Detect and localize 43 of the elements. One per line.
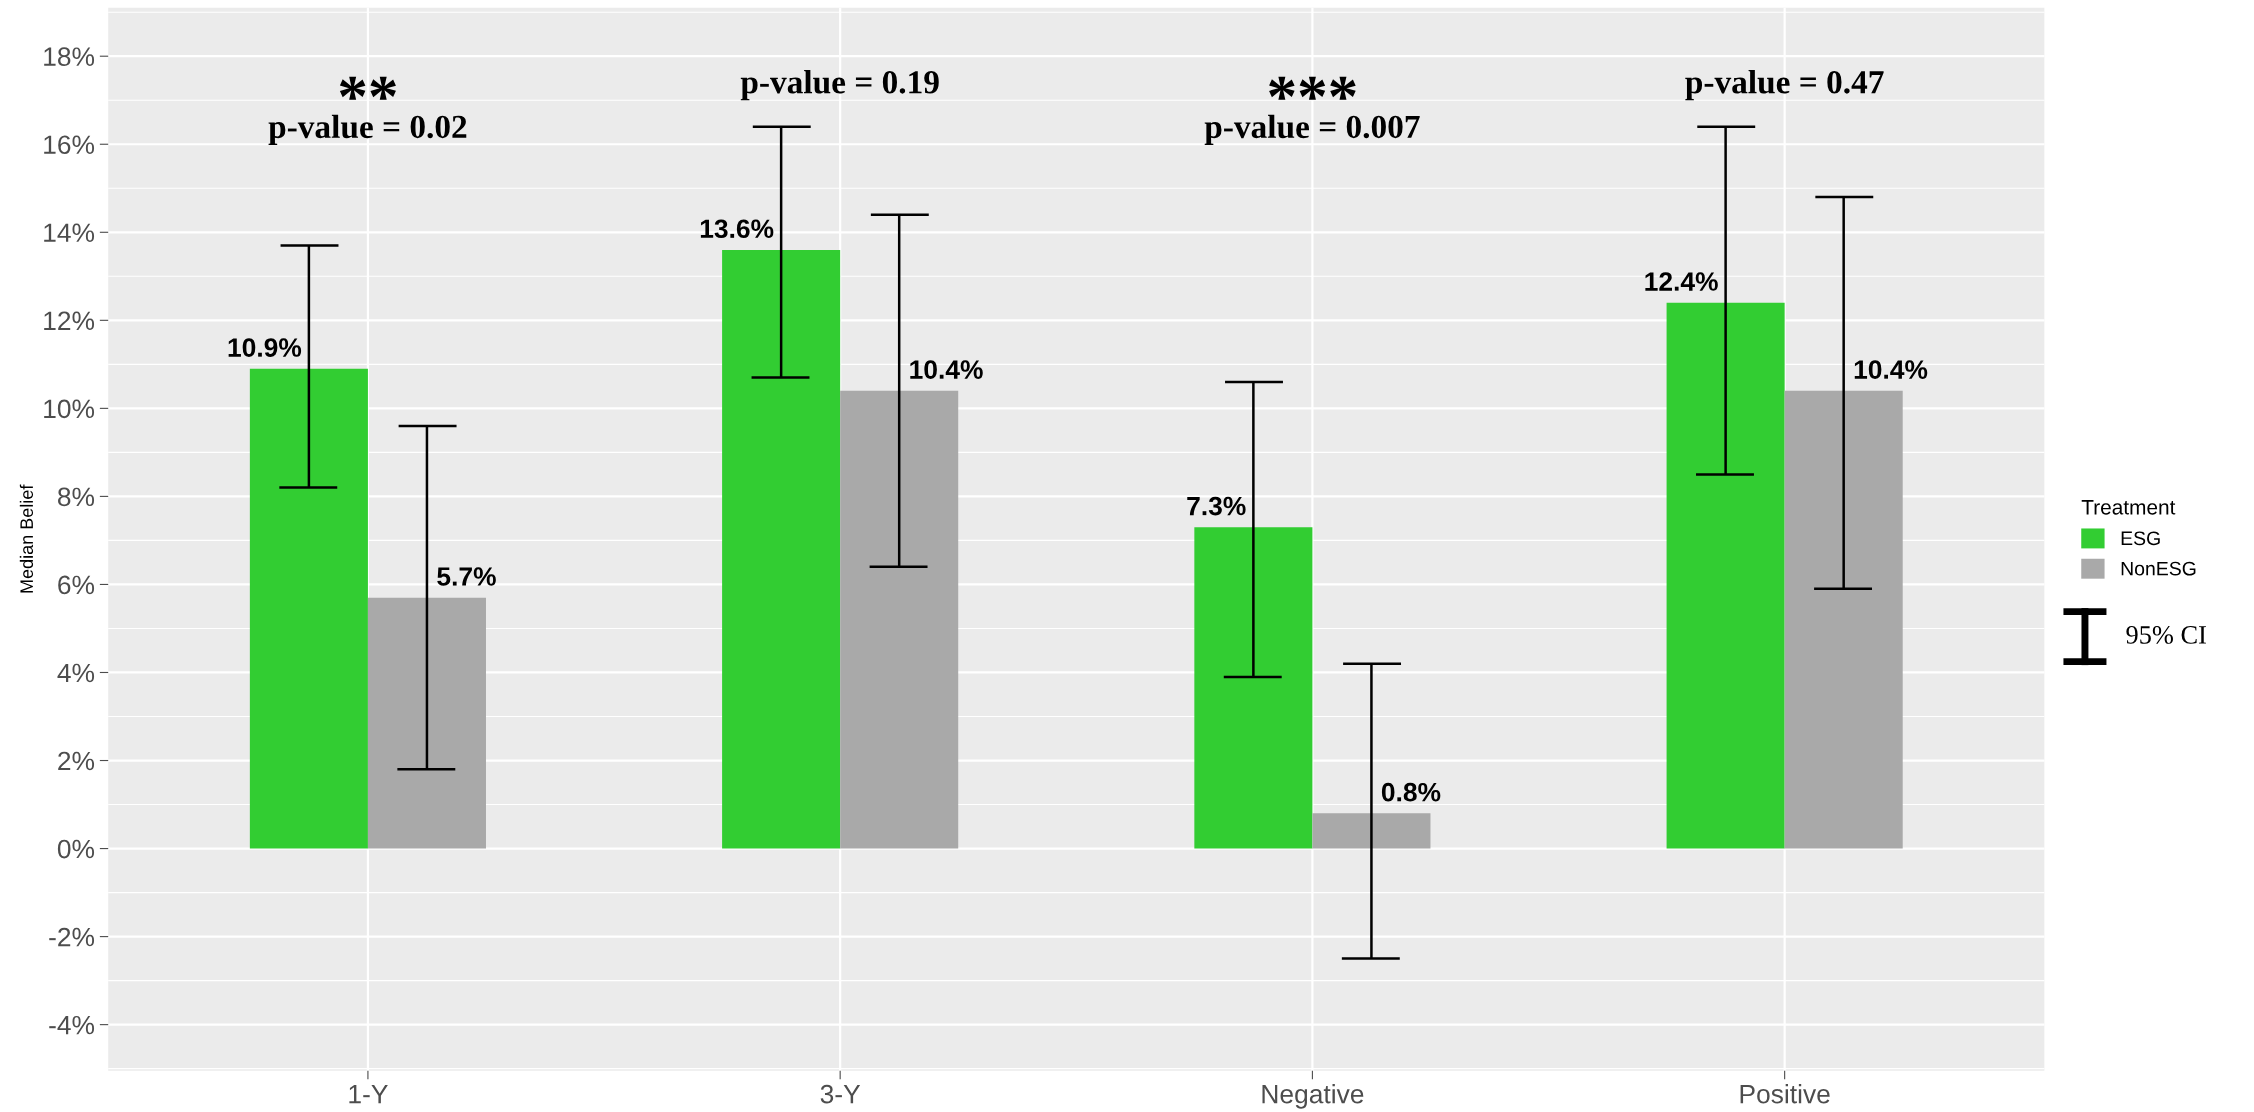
data-label: 0.8%: [1381, 782, 1441, 802]
annotation: p-value = 0.47: [1685, 70, 1884, 101]
bar: [1666, 302, 1785, 849]
y-tick-label: 16%: [44, 135, 95, 155]
bar: [367, 597, 486, 849]
y-tick-label: 10%: [44, 399, 95, 419]
annotation: p-value = 0.19: [740, 70, 939, 101]
data-label: 13.6%: [700, 219, 774, 239]
y-tick-label: 12%: [44, 311, 95, 331]
data-label: 7.3%: [1187, 496, 1246, 516]
x-tick-label: 3-Y: [820, 1084, 861, 1104]
text: 95% CI: [2126, 625, 2206, 644]
y-tick-label: 2%: [58, 751, 95, 771]
legend-label: ESG: [2121, 531, 2160, 546]
bar: [1784, 390, 1903, 849]
bar: [840, 390, 959, 849]
x-tick-label: 1-Y: [349, 1085, 388, 1104]
bar: [1312, 813, 1431, 849]
data-label: 12.4%: [1645, 272, 1718, 291]
x-tick-label: Negative: [1262, 1084, 1364, 1109]
y-axis-title: Median Belief: [19, 484, 34, 593]
data-label: 10.9%: [228, 338, 302, 357]
data-label: 10.4%: [910, 360, 983, 379]
legend-title: Treatment: [2081, 500, 2176, 515]
y-tick-label: 4%: [57, 663, 95, 683]
annotation: **: [339, 76, 396, 100]
y-tick-label: -2%: [49, 927, 95, 947]
annotation: p-value = 0.007: [1204, 114, 1420, 145]
data-label: 5.7%: [437, 567, 496, 586]
legend-label: NonESG: [2121, 561, 2196, 576]
y-tick-label: 18%: [44, 47, 95, 67]
annotation: p-value = 0.02: [268, 114, 467, 145]
y-tick-label: 0%: [57, 839, 95, 859]
y-tick-label: -4%: [49, 1015, 95, 1035]
y-tick-label: 8%: [58, 487, 95, 507]
bar: [1194, 527, 1313, 849]
annotation: ***: [1269, 76, 1356, 100]
bar: [249, 368, 368, 849]
y-tick-label: 6%: [58, 575, 95, 595]
bar: [722, 249, 841, 849]
data-label: 10.4%: [1854, 360, 1928, 379]
y-tick-label: 14%: [44, 223, 95, 242]
x-tick-label: Positive: [1740, 1084, 1830, 1104]
